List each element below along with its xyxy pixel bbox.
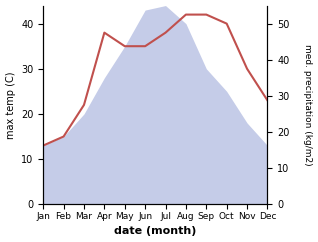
X-axis label: date (month): date (month) <box>114 227 197 236</box>
Y-axis label: med. precipitation (kg/m2): med. precipitation (kg/m2) <box>303 44 313 166</box>
Y-axis label: max temp (C): max temp (C) <box>5 71 16 139</box>
